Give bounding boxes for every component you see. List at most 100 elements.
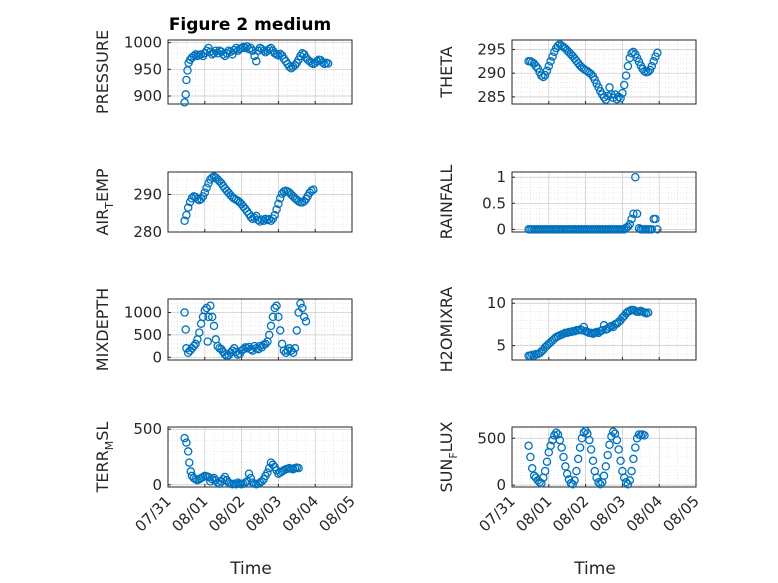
subplot-air-temp: 280 290 AIRTEMP — [93, 168, 353, 241]
data-point — [209, 321, 219, 331]
data-point — [272, 205, 281, 214]
y-tick-label: 900 — [133, 87, 162, 105]
data-point — [263, 468, 272, 477]
data-point — [272, 50, 281, 59]
data-point — [614, 445, 623, 454]
data-point — [575, 443, 585, 452]
data-point — [561, 462, 570, 471]
data-point — [629, 454, 638, 464]
y-tick-label: 1 — [496, 168, 506, 186]
data-point — [562, 469, 572, 479]
data-point — [627, 49, 636, 58]
data-point — [623, 61, 633, 71]
data-point — [195, 328, 204, 337]
data-point — [553, 430, 563, 439]
data-point — [616, 456, 625, 466]
axes-box — [167, 298, 353, 361]
data-point — [603, 450, 612, 460]
data-point — [524, 441, 533, 451]
y-tick-label: 1000 — [124, 303, 162, 321]
data-point — [557, 443, 566, 452]
data-point — [259, 46, 268, 55]
data-point — [292, 326, 302, 335]
data-point — [241, 43, 250, 53]
data-point — [573, 454, 583, 464]
data-point — [298, 303, 307, 313]
data-point — [204, 312, 213, 322]
data-point — [640, 431, 649, 440]
data-point — [632, 209, 642, 218]
data-point — [264, 330, 274, 340]
y-tick-label: 280 — [133, 223, 162, 241]
data-point — [631, 172, 640, 182]
data-point — [585, 435, 594, 445]
data-point — [307, 186, 316, 196]
data-point — [191, 339, 200, 349]
y-axis-label: RAINFALL — [437, 165, 456, 240]
y-tick-label: 500 — [133, 420, 162, 438]
y-tick-label: 0 — [496, 476, 506, 494]
data-point — [244, 469, 254, 478]
data-point — [579, 428, 589, 437]
data-point — [551, 428, 561, 437]
data-point — [537, 71, 546, 80]
axes-box — [167, 171, 353, 233]
axes-box — [511, 298, 697, 361]
data-point — [255, 341, 265, 351]
data-point — [242, 344, 252, 353]
data-point — [180, 433, 189, 443]
data-point — [616, 94, 625, 103]
data-point — [202, 183, 211, 192]
data-point — [625, 219, 635, 229]
data-point — [261, 339, 270, 349]
data-point — [653, 48, 662, 58]
data-point — [312, 57, 322, 66]
data-point — [537, 479, 546, 488]
data-point — [268, 312, 278, 322]
data-point — [181, 325, 190, 334]
data-point — [274, 199, 283, 209]
subplot-theta: 285 290 295 THETA — [437, 39, 697, 106]
data-point — [540, 70, 550, 80]
data-point — [627, 466, 636, 476]
y-tick-label: 0 — [152, 476, 162, 494]
y-tick-label: 10 — [487, 294, 506, 312]
y-tick-label: 0.5 — [482, 194, 506, 212]
data-point — [612, 95, 622, 104]
subplot-h2omixra: 5 10 H2OMIXRA — [437, 287, 697, 373]
subplot-mixdepth: 0 500 1000 MIXDEPTH — [93, 288, 353, 371]
data-point — [608, 427, 618, 436]
y-axis-label: H2OMIXRA — [437, 287, 456, 373]
data-point — [546, 441, 555, 451]
data-point — [643, 308, 653, 317]
data-point — [601, 462, 611, 471]
data-point — [270, 210, 279, 220]
data-point — [619, 80, 629, 90]
data-point — [546, 57, 555, 66]
figure-title: Figure 2 medium — [169, 15, 331, 35]
data-point — [203, 337, 212, 346]
data-point — [294, 463, 303, 473]
data-point — [594, 478, 603, 487]
y-tick-label: 500 — [133, 326, 162, 344]
data-point — [182, 210, 191, 220]
data-point — [272, 301, 281, 310]
y-tick-label: 290 — [477, 64, 506, 82]
data-point — [275, 194, 285, 203]
y-tick-label: 0 — [152, 348, 162, 366]
data-point — [283, 346, 292, 355]
y-tick-label: 5 — [496, 337, 506, 355]
data-point — [542, 457, 552, 466]
subplot-pressure: 900 950 1000 PRESSURE — [93, 30, 353, 114]
data-point — [246, 212, 256, 222]
data-point — [229, 45, 239, 55]
data-point — [186, 467, 196, 476]
data-point — [285, 62, 294, 71]
data-point — [612, 435, 622, 445]
data-point — [323, 59, 333, 68]
y-tick-label: 1000 — [124, 34, 162, 52]
data-point — [318, 58, 327, 67]
y-axis-label: AIRTEMP — [93, 168, 116, 235]
